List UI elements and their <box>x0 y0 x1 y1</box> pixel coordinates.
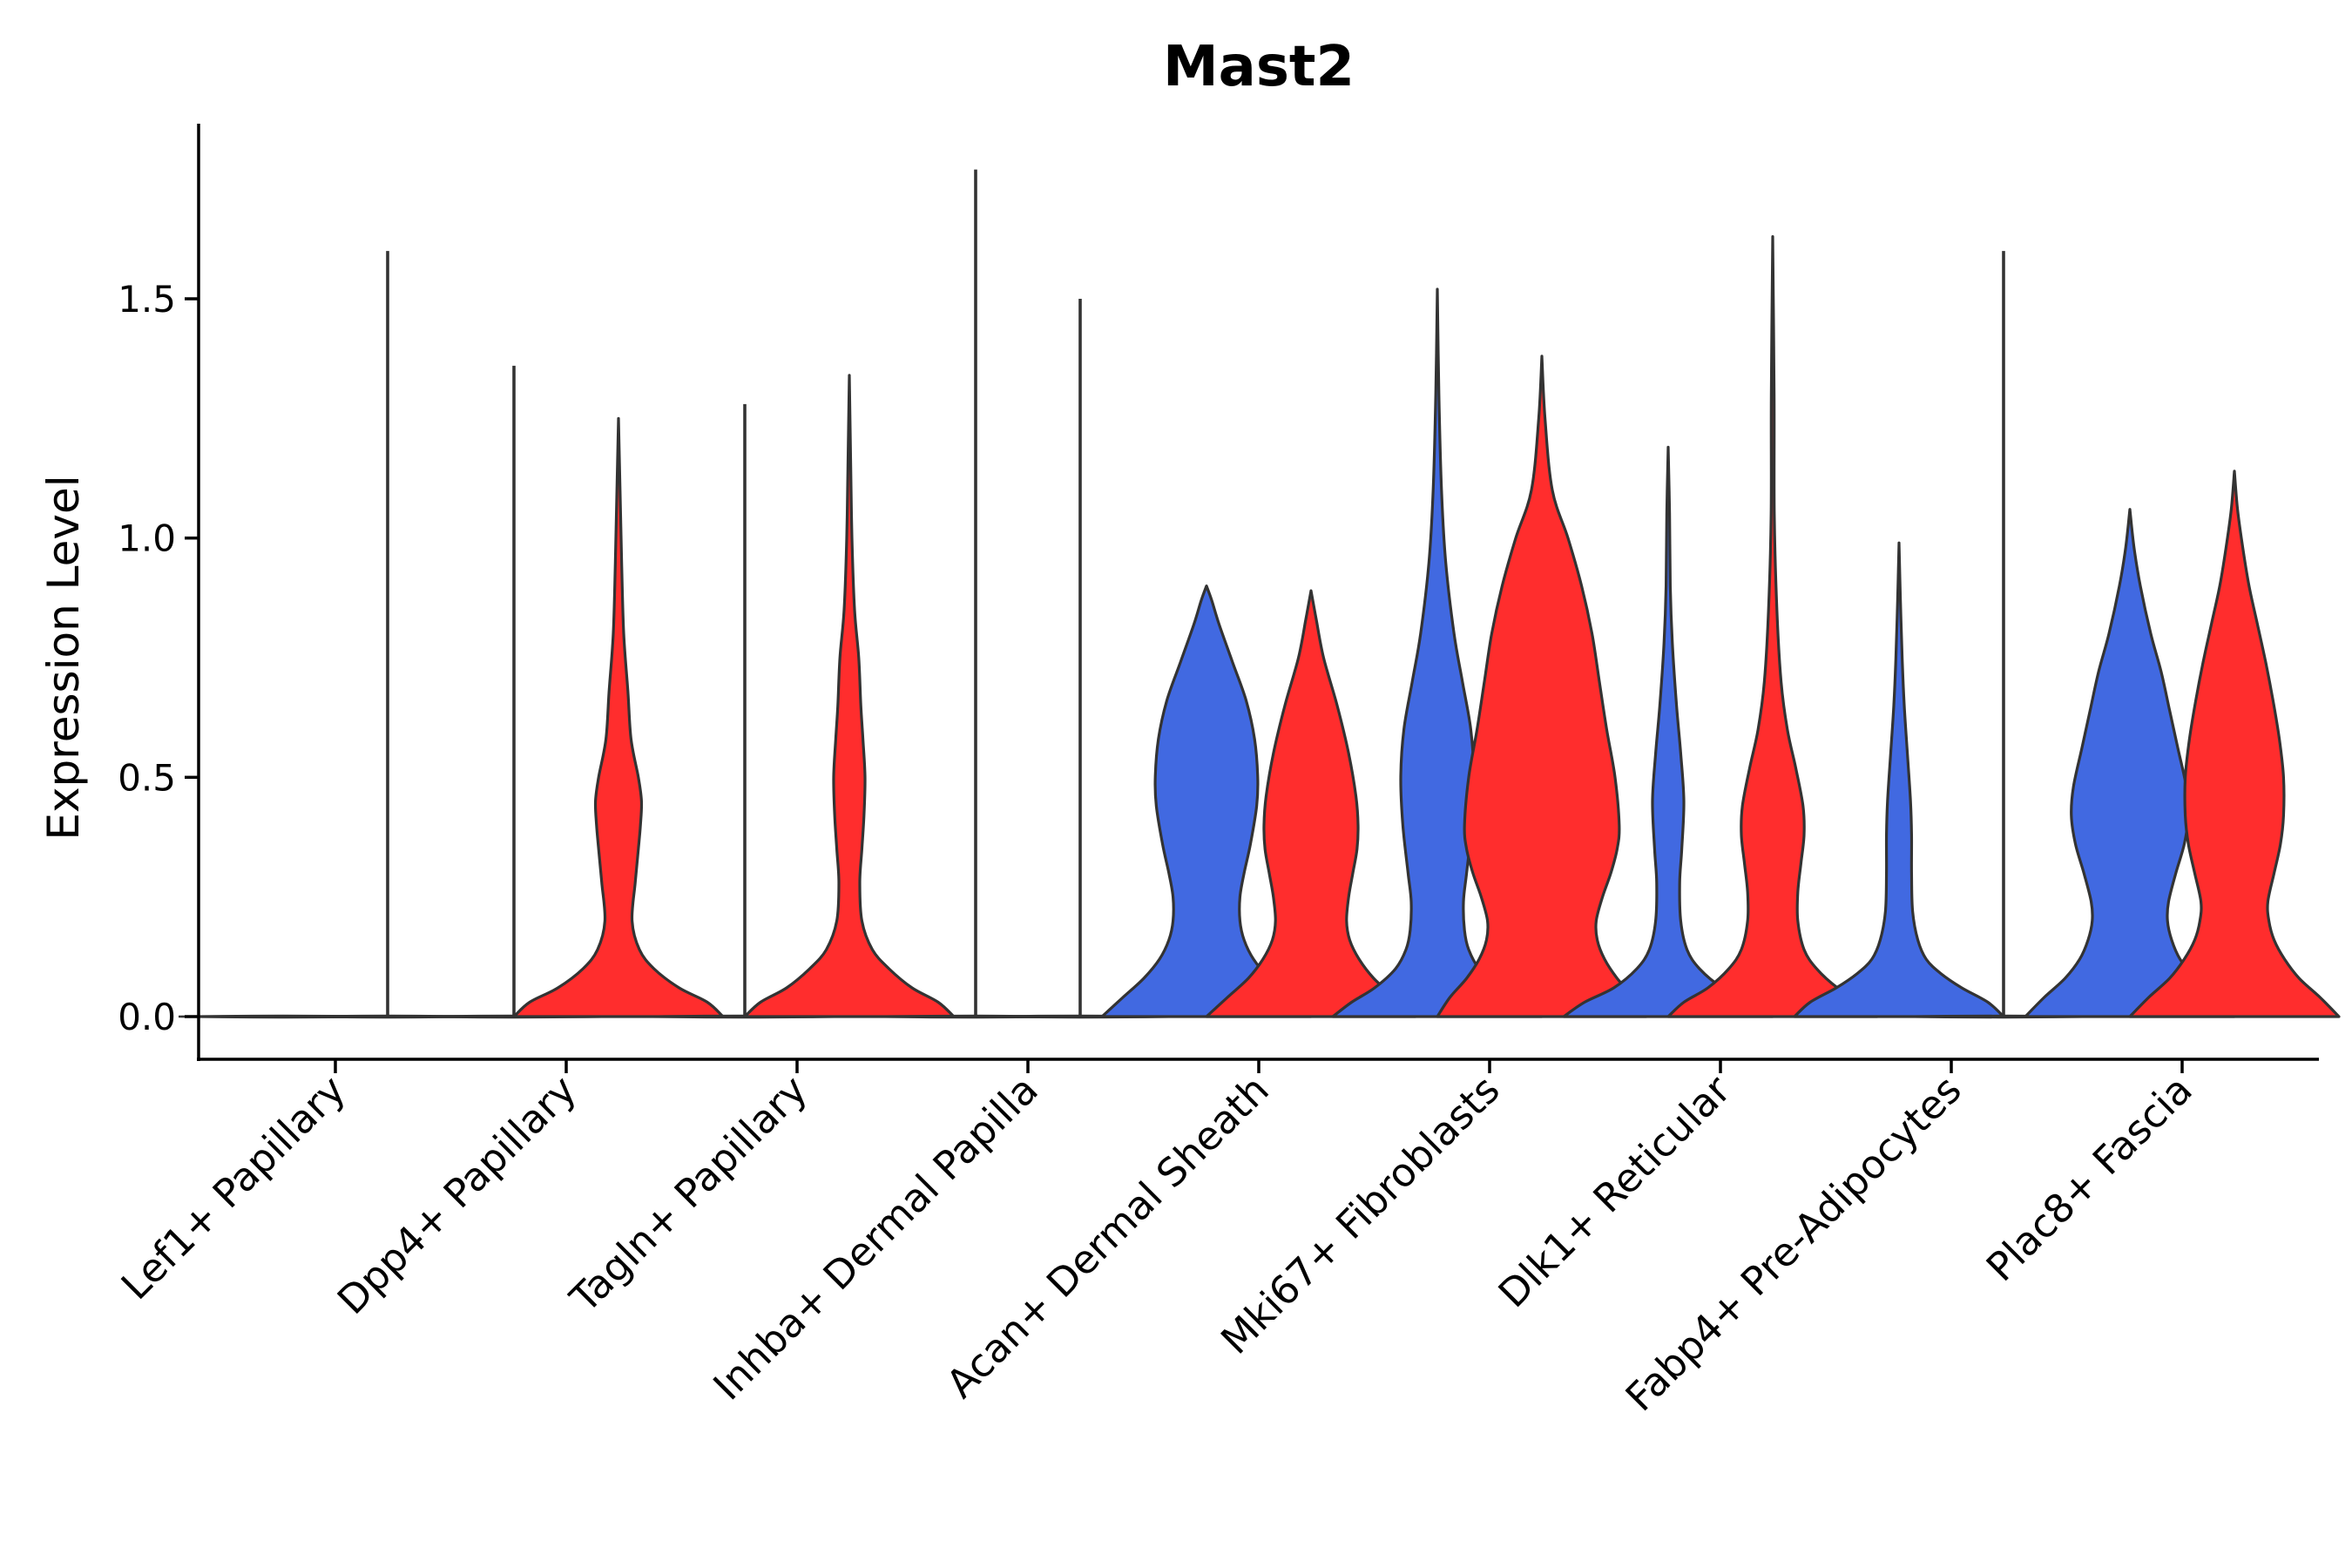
violin-4-left <box>1100 585 1313 1018</box>
violin-2-right <box>743 374 956 1018</box>
y-tick-label: 0.0 <box>118 996 176 1038</box>
violin-5-left <box>1331 287 1544 1018</box>
x-tick-label: Lef1+ Papillary <box>112 1066 355 1308</box>
violins-layer <box>178 169 2341 1019</box>
violin-7-left <box>1793 541 2005 1018</box>
violin-4-right <box>1205 589 1417 1018</box>
violin-1-right <box>512 416 725 1018</box>
chart-title: Mast2 <box>1163 35 1355 99</box>
violin-5-right <box>1436 355 1648 1018</box>
y-tick-label: 0.5 <box>118 756 176 799</box>
x-tick-label: Dpp4+ Papillary <box>328 1066 585 1323</box>
x-tick-label: Tagln+ Papillary <box>561 1066 816 1321</box>
violin-6-right <box>1666 235 1879 1018</box>
x-tick-label: Plac8+ Fascia <box>1977 1066 2201 1290</box>
violin-8-left <box>2024 508 2236 1018</box>
x-tick-label: Dlk1+ Reticular <box>1490 1066 1740 1316</box>
y-axis-ticks: 0.0 0.5 1.0 1.5 <box>118 278 199 1038</box>
y-tick-label: 1.5 <box>118 278 176 321</box>
y-axis-title: Expression Level <box>38 475 89 840</box>
y-tick-label: 1.0 <box>118 517 176 560</box>
violin-8-right <box>2128 470 2341 1018</box>
violin-6-left <box>1562 445 1774 1018</box>
